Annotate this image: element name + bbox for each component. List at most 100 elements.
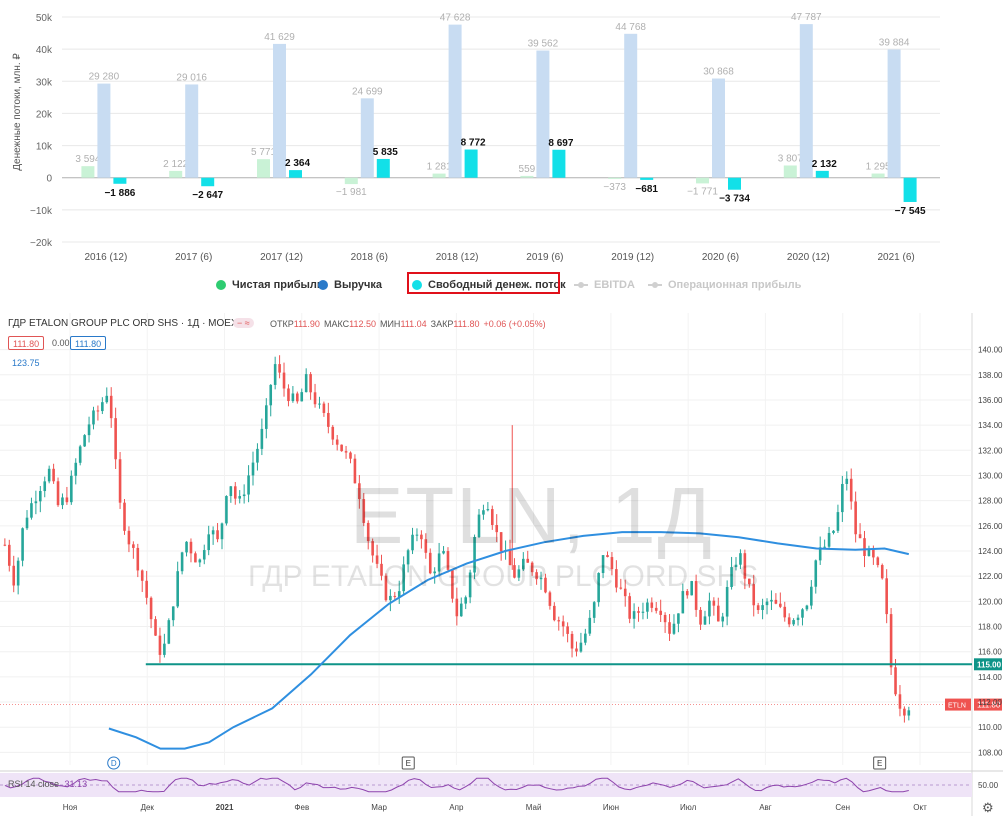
legend-item-2[interactable]: Свободный денеж. поток <box>412 276 566 294</box>
candle-body <box>140 570 144 581</box>
candle-body <box>105 395 109 403</box>
candle-body <box>734 564 738 568</box>
top-x-tick-label: 2019 (12) <box>611 252 654 263</box>
candle-body <box>712 600 716 606</box>
candle-body <box>47 468 51 482</box>
candle-body <box>327 412 330 427</box>
bar-label-1: 39 562 <box>528 39 559 50</box>
candle-body <box>340 444 343 452</box>
candle-body <box>477 514 481 537</box>
bottom-x-tick-label: Окт <box>913 803 927 812</box>
price-box-blue[interactable]: 111.80 <box>70 336 107 350</box>
rsi-level-label: 50.00 <box>978 781 999 790</box>
candle-body <box>278 364 281 373</box>
bar-label-1: 29 280 <box>89 72 120 83</box>
candle-body <box>291 393 295 402</box>
candle-body <box>858 534 862 539</box>
bar-label-2: −3 734 <box>719 194 750 205</box>
bar-1 <box>799 24 813 178</box>
top-x-tick-label: 2017 (6) <box>175 252 212 263</box>
candle-body <box>694 581 698 610</box>
bottom-y-tick-label: 140.00 <box>978 346 1003 355</box>
candle-body <box>468 572 472 598</box>
rsi-line <box>4 777 909 793</box>
candle-body <box>304 374 308 393</box>
candle-body <box>708 600 711 617</box>
legend-item-label: EBITDA <box>594 279 635 291</box>
dot-marker-icon <box>216 280 226 290</box>
top-y-tick-label: −20k <box>30 238 53 249</box>
candle-body <box>863 538 866 556</box>
candle-body <box>535 572 538 580</box>
event-marker-label: D <box>111 759 117 768</box>
bar-label-1: 44 768 <box>615 22 646 33</box>
bar-1 <box>712 78 725 178</box>
candle-body <box>437 553 441 572</box>
candle-body <box>628 596 631 619</box>
candle-body <box>703 616 707 625</box>
candle-body <box>101 402 104 412</box>
candle-body <box>65 497 69 503</box>
candle-body <box>796 617 800 621</box>
legend-item-label: Выручка <box>334 279 383 291</box>
candle-body <box>459 603 463 617</box>
candle-body <box>247 475 250 495</box>
bottom-y-tick-label: 120.00 <box>978 597 1003 606</box>
bar-label-0: 2 122 <box>163 159 188 170</box>
candle-body <box>774 599 778 604</box>
legend-item-0[interactable]: Чистая прибыль <box>216 276 324 294</box>
candle-body <box>575 648 578 652</box>
bottom-y-tick-label: 118.00 <box>978 623 1002 632</box>
candle-body <box>823 546 826 548</box>
bar-label-2: 8 697 <box>548 138 573 149</box>
earnings-marker-icon <box>401 756 415 770</box>
dot-marker-icon <box>412 280 422 290</box>
candle-body <box>366 522 370 542</box>
bottom-x-tick-label: Сен <box>835 803 850 812</box>
rsi-label-text: RSI 14 close <box>8 779 60 789</box>
candle-body <box>256 448 259 463</box>
candle-body <box>654 607 658 611</box>
candle-body <box>814 560 818 587</box>
ohlc-value: +0.06 (+0.05%) <box>483 319 546 329</box>
candle-body <box>716 605 720 622</box>
gear-icon[interactable]: ⚙ <box>982 800 994 815</box>
top-y-tick-label: 0 <box>46 174 52 185</box>
settings-toggle-icon[interactable]: − ≈ <box>233 318 254 328</box>
candle-body <box>725 586 729 617</box>
candle-body <box>349 452 352 459</box>
candle-body <box>260 428 264 449</box>
legend-item-1[interactable]: Выручка <box>318 276 382 294</box>
candle-body <box>109 395 113 419</box>
candle-body <box>827 532 831 547</box>
bottom-y-tick-label: 126.00 <box>978 522 1003 531</box>
candle-body <box>885 578 888 615</box>
bar-label-2: 2 132 <box>812 159 837 170</box>
candle-body <box>264 405 268 429</box>
candle-body <box>499 532 503 552</box>
candle-body <box>269 384 273 406</box>
candle-body <box>52 468 55 482</box>
bar-2 <box>201 177 215 187</box>
candle-body <box>34 501 38 504</box>
ohlc-value: 111.04 <box>400 319 427 329</box>
candle-body <box>127 530 131 545</box>
candle-body <box>517 569 521 578</box>
candle-body <box>615 569 618 588</box>
bottom-x-tick-label: Фев <box>294 803 309 812</box>
legend-item-3[interactable]: EBITDA <box>574 276 635 294</box>
price-box-red[interactable]: 111.80 <box>8 336 45 350</box>
candle-body <box>389 595 392 601</box>
legend-item-label: Операционная прибыль <box>668 279 802 291</box>
candle-body <box>872 548 875 558</box>
bottom-y-tick-label: 110.00 <box>978 723 1002 732</box>
top-x-tick-label: 2016 (12) <box>84 252 127 263</box>
candle-body <box>486 509 490 511</box>
bottom-y-tick-label: 138.00 <box>978 371 1003 380</box>
candle-body <box>641 611 645 613</box>
legend-item-4[interactable]: Операционная прибыль <box>648 276 801 294</box>
candle-body <box>30 503 33 518</box>
last-price-tag: ETLN <box>948 703 966 710</box>
bar-1 <box>887 49 901 178</box>
